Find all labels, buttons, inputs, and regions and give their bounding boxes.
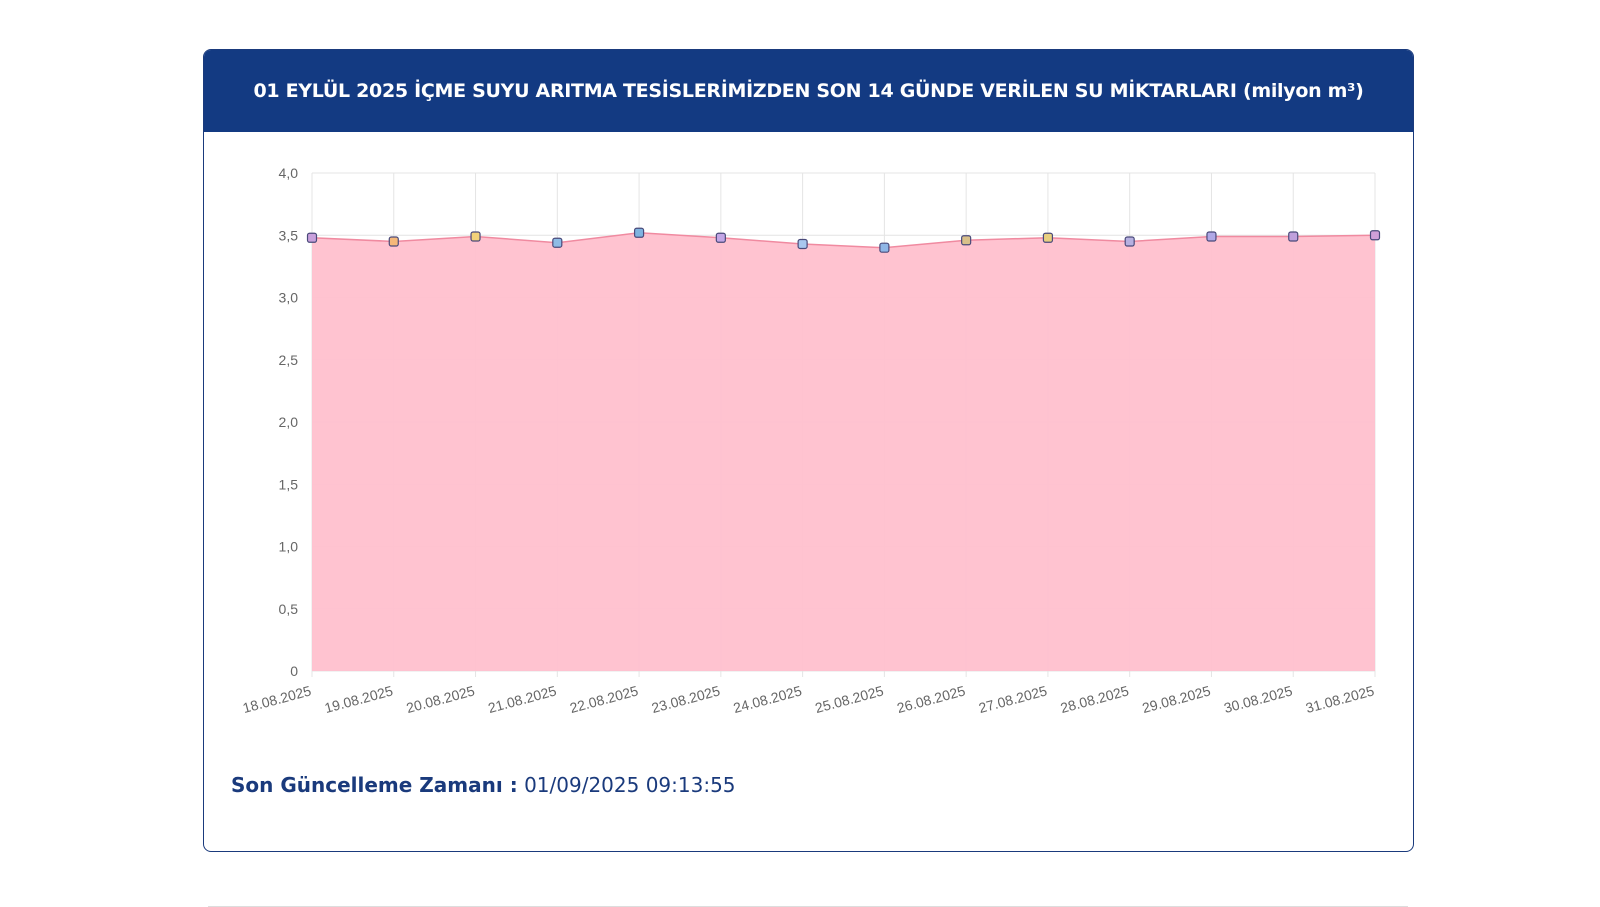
y-tick-label: 0,5 [279, 601, 299, 617]
x-tick-label: 30.08.2025 [1222, 682, 1294, 716]
point [715, 232, 726, 243]
x-tick-label: 23.08.2025 [650, 682, 722, 716]
x-tick-label: 25.08.2025 [813, 682, 885, 716]
x-tick-label: 24.08.2025 [732, 682, 804, 716]
point [306, 232, 318, 243]
y-tick-label: 4,0 [279, 165, 299, 181]
y-tick-label: 3,0 [279, 290, 299, 306]
y-tick-label: 3,5 [279, 227, 299, 243]
y-tick-label: 1,0 [279, 539, 299, 555]
point [1206, 231, 1217, 242]
point [1288, 231, 1299, 242]
x-tick-label: 31.08.2025 [1304, 682, 1376, 716]
area [312, 232, 1375, 671]
x-tick-label: 21.08.2025 [486, 682, 558, 716]
chart-title: 01 EYLÜL 2025 İÇME SUYU ARITMA TESİSLERİ… [204, 50, 1413, 132]
x-tick-label: 22.08.2025 [568, 682, 640, 716]
x-tick-label: 26.08.2025 [895, 682, 967, 716]
x-tick-label: 19.08.2025 [323, 682, 395, 716]
update-time: 01/09/2025 09:13:55 [524, 773, 736, 797]
x-tick-label: 27.08.2025 [977, 682, 1049, 716]
update-info: Son Güncelleme Zamanı : 01/09/2025 09:13… [231, 773, 736, 797]
point [879, 242, 890, 253]
x-tick-label: 18.08.2025 [241, 682, 313, 716]
line [311, 232, 1376, 249]
x-tick-label: 28.08.2025 [1059, 682, 1131, 716]
point [388, 236, 399, 247]
point [470, 231, 481, 242]
update-label: Son Güncelleme Zamanı : [231, 773, 518, 797]
y-tick-label: 2,0 [279, 414, 299, 430]
x-tick-label: 29.08.2025 [1140, 682, 1212, 716]
x-tick-label: 20.08.2025 [404, 682, 476, 716]
y-tick-label: 2,5 [279, 352, 299, 368]
y-tick-label: 0 [290, 663, 298, 679]
point [797, 238, 808, 250]
point [552, 237, 563, 248]
point [1369, 230, 1381, 241]
point [633, 227, 645, 238]
point [1042, 232, 1054, 243]
point [961, 235, 972, 246]
point [1124, 236, 1135, 247]
y-tick-label: 1,5 [279, 476, 299, 492]
